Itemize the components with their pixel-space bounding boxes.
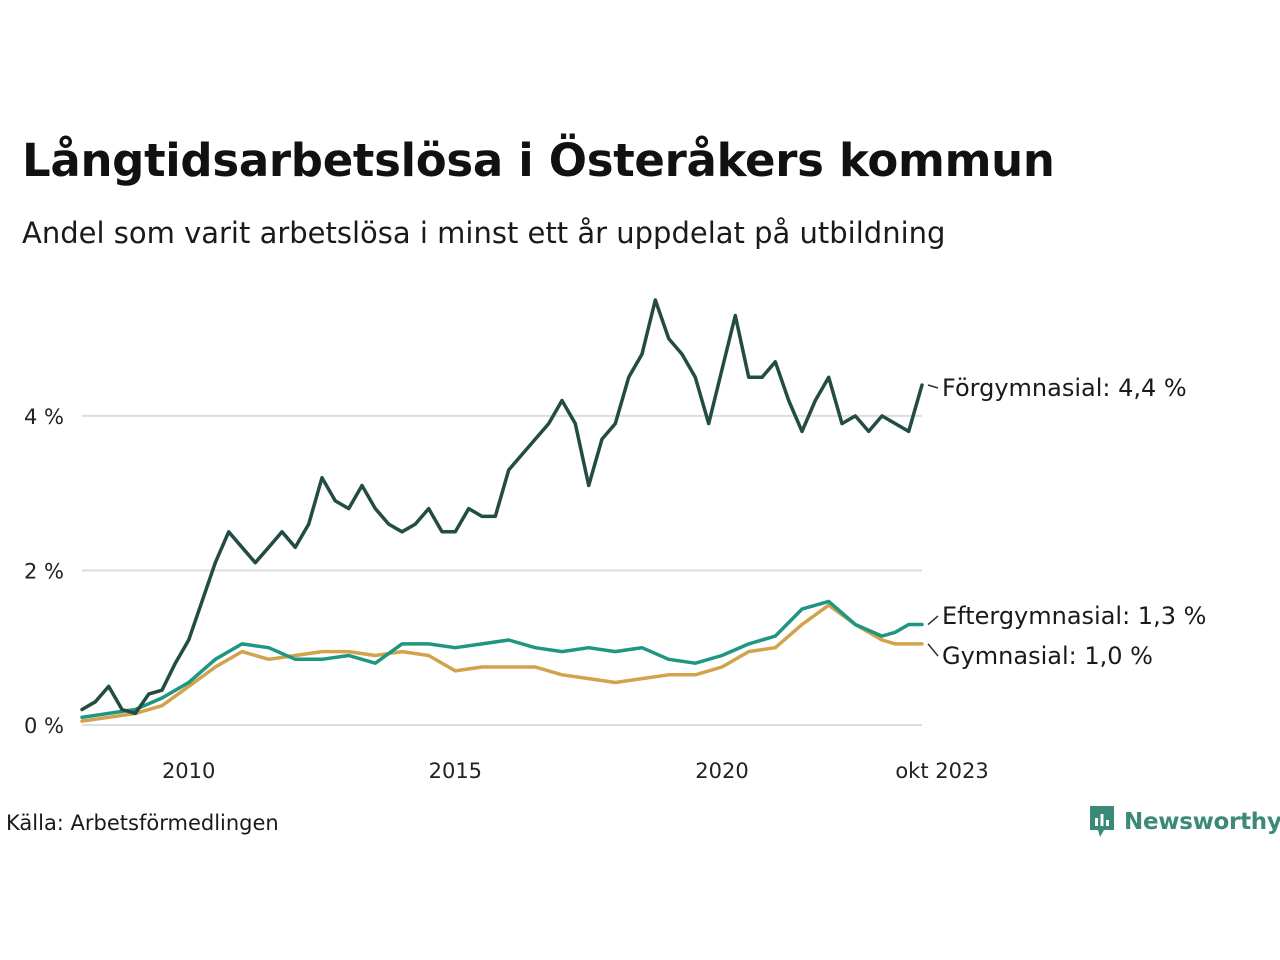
chart-title: Långtidsarbetslösa i Österåkers kommun <box>22 134 1055 187</box>
chart-subtitle: Andel som varit arbetslösa i minst ett å… <box>22 216 946 250</box>
end-label-förgymnasial: Förgymnasial: 4,4 % <box>942 374 1187 402</box>
brand-logo: Newsworthy <box>1088 804 1280 840</box>
brand-name: Newsworthy <box>1124 809 1280 835</box>
x-tick-label: 2020 <box>695 759 748 783</box>
y-tick-label: 2 % <box>24 559 64 583</box>
x-tick-label: 2015 <box>429 759 482 783</box>
source-note: Källa: Arbetsförmedlingen <box>6 811 279 835</box>
series-line-eftergymnasial <box>80 599 924 720</box>
series-line-gymnasial <box>80 603 924 723</box>
newsworthy-icon <box>1090 806 1114 837</box>
series-line-förgymnasial <box>80 298 924 716</box>
y-tick-label: 4 % <box>24 405 64 429</box>
end-label-eftergymnasial: Eftergymnasial: 1,3 % <box>942 602 1206 630</box>
end-label-leader <box>927 615 939 626</box>
x-tick-label: okt 2023 <box>895 759 988 783</box>
x-tick-label: 2010 <box>162 759 215 783</box>
end-label-leader <box>927 643 939 657</box>
end-label-gymnasial: Gymnasial: 1,0 % <box>942 642 1153 670</box>
y-tick-label: 0 % <box>24 714 64 738</box>
end-label-leader <box>927 384 939 389</box>
